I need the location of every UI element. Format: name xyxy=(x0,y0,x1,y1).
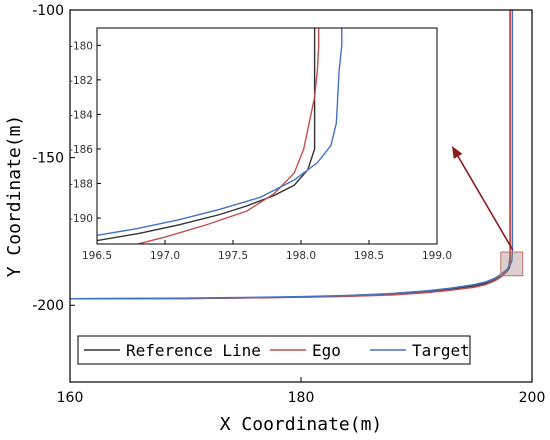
main-ticks: 160 180 200 -100 -150 -200 xyxy=(32,3,545,406)
main-x-tick-label: 180 xyxy=(288,390,315,406)
main-plot: 160 180 200 -100 -150 -200 xyxy=(32,3,545,406)
x-axis-title: X Coordinate(m) xyxy=(220,414,383,435)
zoom-highlight-region xyxy=(500,251,524,277)
inset-x-tick-label: 197.0 xyxy=(150,250,180,262)
inset-x-tick-label: 198.5 xyxy=(354,250,384,262)
inset-y-tick-label: -182 xyxy=(69,75,93,87)
legend: Reference Line Ego Target xyxy=(77,335,471,365)
main-x-tick-label: 200 xyxy=(519,390,546,406)
inset-series-group xyxy=(97,28,343,244)
zoom-arrow xyxy=(452,146,514,251)
inset-x-tick-label: 198.0 xyxy=(286,250,316,262)
legend-label-2: Target xyxy=(412,341,470,360)
y-axis-title: Y Coordinate(m) xyxy=(4,115,25,278)
inset-plot: 196.5 197.0 197.5 198.0 198.5 199.0 -180 -182 -1… xyxy=(69,27,452,262)
legend-label-0: Reference Line xyxy=(126,341,261,360)
inset-y-tick-label: -184 xyxy=(69,109,93,121)
inset-y-tick-label: -186 xyxy=(69,144,93,156)
inset-background xyxy=(97,28,437,244)
inset-x-tick-label: 197.5 xyxy=(218,250,248,262)
inset-series-line-2 xyxy=(97,28,343,237)
inset-series-line-0 xyxy=(97,28,316,242)
main-x-tick-label: 160 xyxy=(57,390,84,406)
main-series-line-2 xyxy=(70,10,514,300)
inset-x-tick-label: 199.0 xyxy=(422,250,452,262)
inset-y-tick-label: -190 xyxy=(69,213,93,225)
main-y-tick-label: -200 xyxy=(32,298,64,314)
inset-x-tick-label: 196.5 xyxy=(82,250,112,262)
zoom-arrow-line xyxy=(457,155,514,251)
inset-frame xyxy=(96,27,438,245)
zoom-arrow-head xyxy=(452,146,463,159)
legend-label-1: Ego xyxy=(312,341,341,360)
main-y-tick-label: -100 xyxy=(32,3,64,19)
inset-ticks: 196.5 197.0 197.5 198.0 198.5 199.0 -180 -182 -1… xyxy=(69,40,452,262)
inset-y-tick-label: -188 xyxy=(69,179,93,191)
inset-series-line-1 xyxy=(134,28,320,244)
main-y-tick-label: -150 xyxy=(32,151,64,167)
inset-y-tick-label: -180 xyxy=(69,40,93,52)
